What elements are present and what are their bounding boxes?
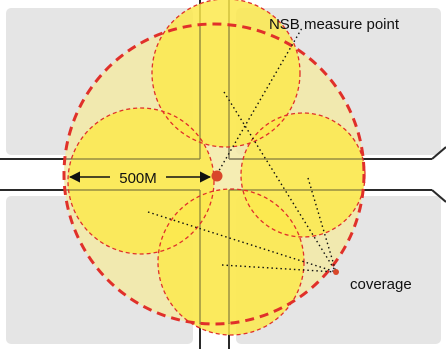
road-edge bbox=[431, 189, 446, 203]
road-lines-overlay bbox=[64, 24, 364, 324]
coverage-leader bbox=[223, 91, 337, 273]
measure-point-leader bbox=[216, 27, 303, 175]
coverage-label: coverage bbox=[350, 276, 412, 293]
coverage-leader bbox=[147, 211, 337, 273]
coverage-circles bbox=[68, 0, 365, 335]
coverage-area-outline bbox=[62, 22, 366, 326]
coverage-leader bbox=[221, 264, 337, 273]
coverage-circle-bottom bbox=[158, 189, 304, 335]
coverage-leader bbox=[307, 177, 337, 273]
coverage-circle-top bbox=[152, 0, 300, 147]
measure-point-label: NSB measure point bbox=[269, 16, 400, 33]
leader-lines bbox=[147, 27, 337, 273]
distance-label: 500M bbox=[119, 170, 157, 187]
measure-point-dot bbox=[211, 170, 223, 182]
coverage-point-dot bbox=[333, 269, 339, 275]
radius-dimension: 500M bbox=[68, 170, 212, 187]
road-edge bbox=[431, 146, 446, 160]
